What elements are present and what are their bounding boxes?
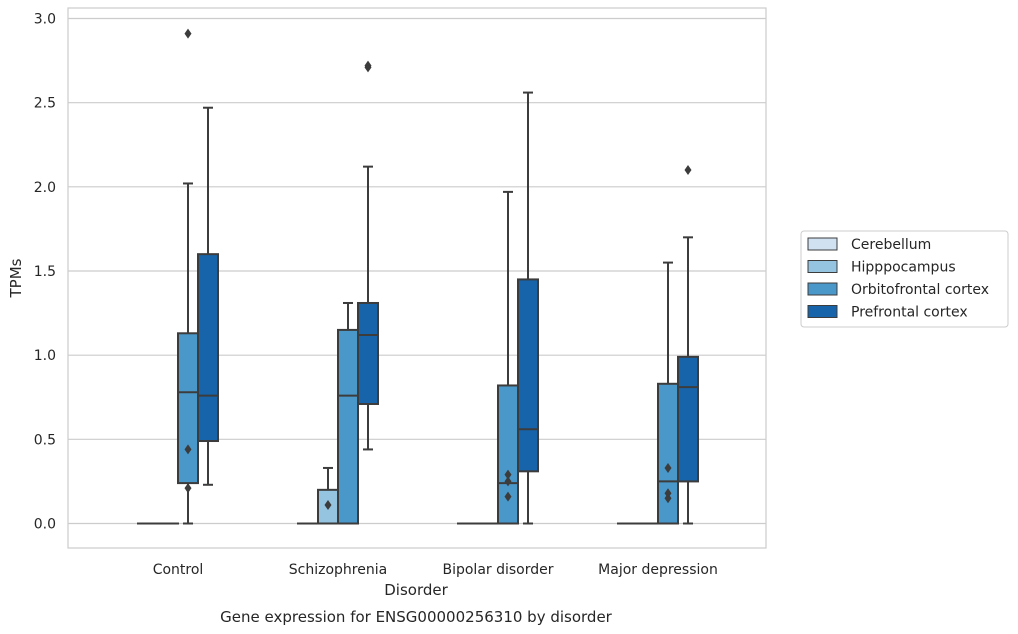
box-hipppocampus: [317, 466, 339, 525]
outlier-point: [664, 462, 672, 473]
outlier-point: [184, 483, 192, 494]
box-iqr: [517, 278, 539, 473]
legend-frame: [800, 230, 1009, 328]
outlier-point: [664, 493, 672, 504]
plot-area: [137, 28, 699, 525]
legend-swatch: [807, 282, 838, 296]
legend: Cerebellum Hipppocampus Orbitofrontal cort…: [800, 230, 1009, 328]
box-orbitofrontal-cortex: [337, 301, 359, 525]
box-prefrontal-cortex: [517, 91, 539, 525]
box-prefrontal-cortex: [677, 165, 699, 525]
plot-frame: [67, 7, 767, 549]
outlier-point: [504, 491, 512, 502]
x-tick-label: Major depression: [598, 562, 718, 578]
legend-swatch: [807, 260, 838, 273]
box-orbitofrontal-cortex: [497, 190, 519, 525]
y-tick-label: 0.0: [34, 517, 56, 533]
box-iqr: [357, 301, 379, 405]
box-orbitofrontal-cortex: [657, 261, 679, 525]
legend-item: Hipppocampus: [807, 260, 956, 276]
y-tick-label: 2.5: [34, 96, 56, 112]
legend-label: Hipppocampus: [851, 260, 956, 276]
box-iqr: [177, 332, 199, 485]
legend-swatch: [807, 305, 838, 318]
legend-item: Orbitofrontal cortex: [807, 282, 989, 298]
outlier-point: [504, 476, 512, 487]
legend-label: Orbitofrontal cortex: [851, 282, 989, 298]
outlier-point: [684, 165, 692, 175]
outlier-point: [664, 488, 672, 499]
legend-swatch: [807, 237, 838, 251]
box-prefrontal-cortex: [357, 60, 379, 451]
box-orbitofrontal-cortex: [177, 28, 199, 525]
chart-caption: Gene expression for ENSG00000256310 by d…: [220, 608, 613, 626]
box-prefrontal-cortex: [197, 106, 219, 486]
outlier-point: [364, 62, 372, 73]
y-axis-title: TPMs: [7, 258, 25, 298]
x-axis-ticks: Control Schizophrenia Bipolar disorder Majo…: [153, 562, 718, 578]
y-tick-label: 3.0: [34, 12, 56, 28]
outlier-point: [184, 28, 192, 39]
outlier-point: [184, 444, 192, 455]
outlier-point: [324, 499, 332, 510]
x-tick-label: Schizophrenia: [289, 562, 387, 578]
y-tick-label: 1.5: [34, 264, 56, 280]
box-iqr: [197, 253, 219, 443]
box-iqr: [497, 384, 519, 525]
y-axis-ticks: 0.0 0.5 1.0 1.5 2.0 2.5 3.0: [34, 12, 56, 533]
legend-label: Prefrontal cortex: [851, 305, 968, 321]
legend-item: Cerebellum: [807, 237, 931, 253]
legend-item: Prefrontal cortex: [807, 305, 968, 321]
outlier-point: [504, 469, 512, 480]
x-axis-title: Disorder: [384, 581, 448, 599]
y-tick-label: 1.0: [34, 348, 56, 364]
x-tick-label: Control: [153, 562, 204, 578]
y-tick-label: 0.5: [34, 432, 56, 448]
box-iqr: [677, 355, 699, 483]
x-tick-label: Bipolar disorder: [442, 562, 553, 578]
legend-label: Cerebellum: [851, 237, 931, 253]
y-tick-label: 2.0: [34, 180, 56, 196]
box-iqr: [337, 328, 359, 525]
